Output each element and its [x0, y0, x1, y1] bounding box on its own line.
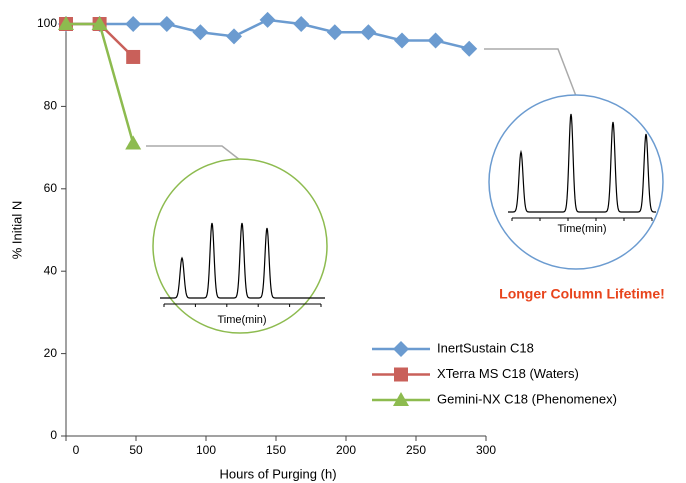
y-tick-label: 40 — [44, 263, 58, 277]
marker — [394, 32, 410, 49]
marker — [393, 392, 409, 406]
marker — [126, 49, 141, 64]
legend-label: XTerra MS C18 (Waters) — [437, 366, 579, 381]
marker — [259, 11, 276, 28]
series-line — [66, 22, 135, 144]
x-tick-label: 100 — [196, 443, 216, 457]
x-tick-label: 200 — [336, 443, 356, 457]
marker — [226, 28, 242, 45]
y-tick-label: 0 — [50, 428, 57, 442]
marker — [91, 16, 108, 30]
y-tick-label: 100 — [37, 16, 57, 30]
y-tick-label: 80 — [44, 99, 58, 113]
marker — [293, 16, 310, 32]
marker — [125, 16, 142, 32]
legend-label: InertSustain C18 — [437, 340, 534, 355]
y-tick-label: 60 — [44, 181, 58, 195]
marker — [360, 24, 377, 41]
marker — [393, 341, 409, 357]
y-tick-label: 20 — [44, 346, 58, 360]
marker — [58, 16, 74, 30]
marker — [192, 24, 209, 41]
marker — [158, 16, 175, 32]
marker — [394, 367, 408, 382]
inset-axis-label: Time(min) — [217, 314, 266, 326]
x-tick-label: 300 — [476, 443, 496, 457]
x-tick-label: 0 — [73, 443, 80, 457]
marker — [326, 24, 343, 41]
x-tick-label: 250 — [406, 443, 426, 457]
connector — [146, 145, 241, 161]
legend-label: Gemini-NX C18 (Phenomenex) — [437, 391, 617, 406]
x-axis-label: Hours of Purging (h) — [219, 466, 336, 481]
connector — [484, 48, 577, 97]
x-tick-label: 150 — [266, 443, 286, 457]
inset-axis-label: Time(min) — [557, 223, 606, 235]
highlight-note: Longer Column Lifetime! — [499, 286, 665, 302]
chromatogram — [508, 113, 656, 213]
y-axis-label: % Initial N — [9, 201, 24, 260]
marker — [461, 40, 478, 57]
chromatogram — [160, 222, 325, 299]
inset-circle — [488, 94, 664, 270]
marker — [125, 135, 142, 150]
marker — [427, 32, 444, 49]
x-tick-label: 50 — [129, 443, 143, 457]
